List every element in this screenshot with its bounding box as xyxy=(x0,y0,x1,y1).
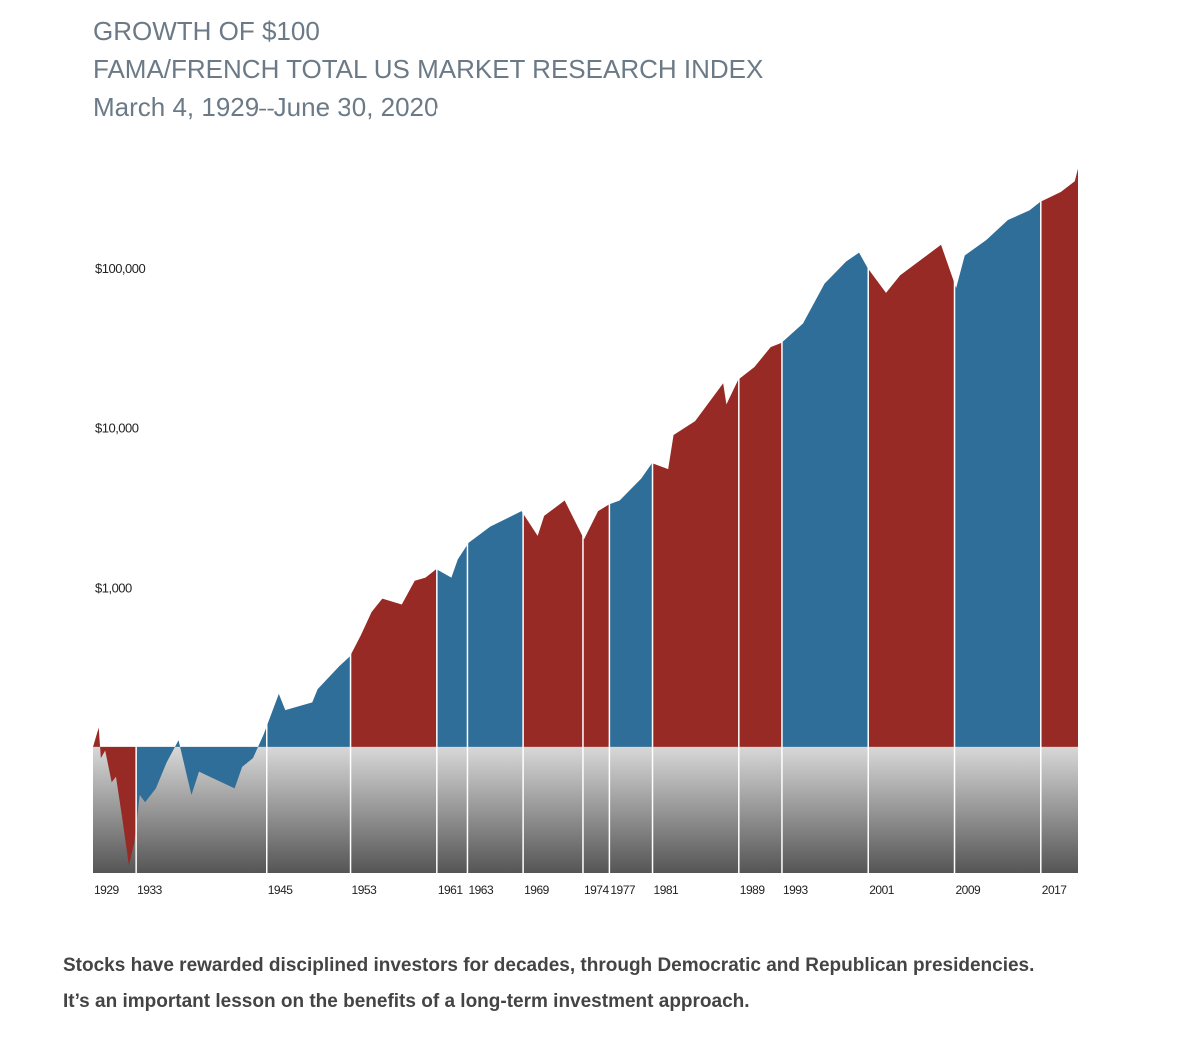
x-tick-label: 1974 xyxy=(584,883,610,897)
date-range: March 4, 1929–June 30, 2020 xyxy=(93,92,438,122)
x-tick-label: 1981 xyxy=(654,883,680,897)
x-tick-label: 1993 xyxy=(783,883,809,897)
y-tick-label: $10,000 xyxy=(95,421,139,436)
y-tick-label: $100,000 xyxy=(95,261,145,276)
x-tick-label: 1945 xyxy=(268,883,294,897)
growth-area xyxy=(93,168,1078,866)
caption: Stocks have rewarded disciplined investo… xyxy=(63,955,1035,1012)
chart: GROWTH OF $100 FAMA/FRENCH TOTAL US MARK… xyxy=(93,16,1078,897)
x-tick-label: 2001 xyxy=(869,883,895,897)
portrait-panel xyxy=(1040,746,1078,873)
x-tick-label: 2017 xyxy=(1042,883,1068,897)
portrait-panel xyxy=(467,746,524,873)
portrait-panel xyxy=(738,746,782,873)
x-tick-label: 1961 xyxy=(438,883,464,897)
x-tick-label: 1963 xyxy=(468,883,494,897)
x-tick-label: 1989 xyxy=(740,883,766,897)
chart-title: GROWTH OF $100 xyxy=(93,16,320,46)
y-tick-label: $1,000 xyxy=(95,580,132,595)
portrait-panel xyxy=(523,746,583,873)
portrait-panel xyxy=(954,746,1041,873)
portrait-panel xyxy=(436,746,468,873)
portrait-panel xyxy=(609,746,653,873)
x-tick-label: 1969 xyxy=(524,883,550,897)
chart-subtitle: FAMA/FRENCH TOTAL US MARKET RESEARCH IND… xyxy=(93,54,763,84)
x-tick-label: 2009 xyxy=(956,883,982,897)
portrait-panel xyxy=(781,746,869,873)
portrait-panel xyxy=(652,746,739,873)
x-tick-label: 1929 xyxy=(94,883,120,897)
x-tick-label: 1953 xyxy=(352,883,378,897)
portrait-panel xyxy=(350,746,437,873)
portrait-panel xyxy=(582,746,610,873)
portrait-panel xyxy=(266,746,351,873)
x-tick-label: 1933 xyxy=(137,883,163,897)
x-tick-label: 1977 xyxy=(610,883,636,897)
portrait-panel xyxy=(868,746,955,873)
